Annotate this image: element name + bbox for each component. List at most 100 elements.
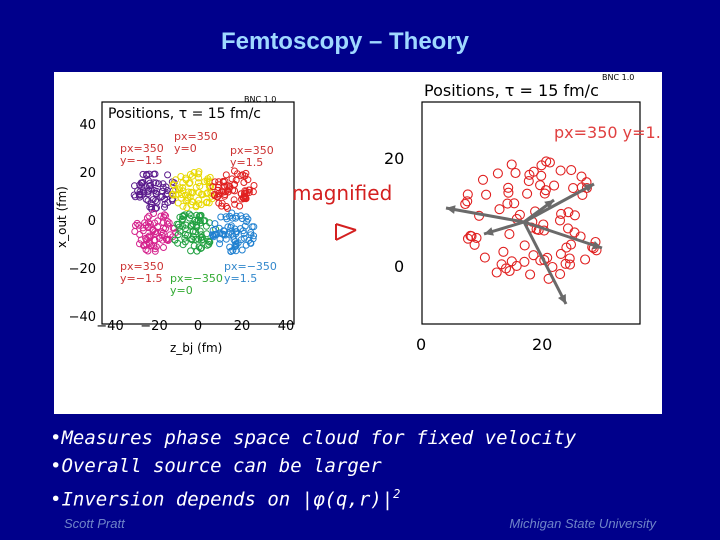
cluster-point [250, 223, 258, 231]
cluster-point [181, 211, 189, 219]
right-point [563, 207, 574, 218]
magnified-arrow-icon [335, 223, 357, 241]
displacement-arrow [445, 206, 525, 224]
cluster-point [230, 196, 238, 204]
cluster-point [228, 175, 236, 183]
right-point [502, 198, 513, 209]
cluster-point [174, 190, 182, 198]
cluster-point [136, 240, 143, 248]
cluster-point [232, 247, 240, 255]
arrow-head-icon [484, 227, 494, 236]
cluster-point [131, 182, 138, 190]
right-y-tick-0: 0 [394, 257, 404, 276]
left-y-tick: 40 [79, 118, 96, 133]
right-point [580, 254, 591, 265]
cluster-point [187, 188, 195, 196]
cluster-point [164, 237, 172, 244]
cluster-point [237, 212, 245, 220]
left-y-tick: 20 [79, 166, 96, 181]
cluster-label: y=0 [174, 142, 197, 155]
cluster-point [139, 227, 147, 235]
cluster-point [219, 177, 227, 185]
cluster-point [188, 198, 196, 206]
cluster-point [133, 219, 141, 227]
cluster-point [130, 191, 138, 199]
cluster-point [175, 223, 183, 231]
right-point [522, 188, 533, 199]
cluster-point [247, 229, 255, 236]
cluster-point [157, 228, 165, 236]
right-plot-frame [421, 101, 641, 325]
right-point [460, 198, 471, 210]
cluster-point [165, 219, 173, 227]
cluster-point [217, 213, 225, 221]
cluster-point [182, 221, 190, 229]
magnified-label: magnified [292, 181, 392, 205]
cluster-point [232, 176, 240, 184]
right-point [519, 256, 530, 267]
cluster-point [190, 242, 198, 250]
cluster-point [220, 230, 228, 238]
cluster-point [179, 179, 187, 187]
right-point [491, 267, 502, 278]
cluster-point [245, 186, 253, 194]
bullet-1: •Measures phase space cloud for fixed ve… [50, 427, 577, 449]
cluster-point [243, 218, 251, 225]
right-point [555, 165, 566, 176]
cluster-point [183, 204, 191, 212]
cluster-point [146, 220, 154, 228]
footer-institution: Michigan State University [509, 516, 656, 531]
cluster-point [149, 226, 157, 234]
cluster-point [184, 196, 192, 204]
cluster-point [196, 219, 204, 227]
bullet-3: •Inversion depends on |φ(q,r)|2 [50, 487, 401, 511]
cluster-point [247, 239, 255, 247]
left-y-ticks: 40 20 0 −20 −40 [69, 118, 96, 325]
left-y-tick: −20 [69, 262, 96, 277]
cluster-point [203, 198, 210, 206]
cluster-point [196, 227, 204, 235]
cluster-point [244, 176, 252, 184]
cluster-point [146, 233, 154, 241]
right-point [540, 185, 551, 196]
cluster-point [179, 202, 187, 210]
right-point [564, 259, 576, 270]
cluster-point [178, 215, 186, 223]
right-point [504, 229, 515, 240]
cluster-point [143, 214, 151, 222]
cluster-point [218, 202, 226, 210]
left-x-tick: −40 [96, 319, 123, 334]
cluster-point [223, 182, 231, 190]
cluster-point [143, 241, 151, 248]
right-point [504, 265, 515, 277]
cluster-point [144, 190, 152, 198]
femtoscopy-figure: Positions, τ = 15 fm/c BNC 1.0 40 20 0 −20−… [54, 72, 662, 414]
right-plot-tag: BNC 1.0 [602, 73, 634, 82]
cluster-point [188, 172, 196, 180]
cluster-point [240, 230, 248, 237]
cluster-point [159, 180, 167, 188]
cluster-point [179, 213, 187, 220]
cluster-point [249, 188, 257, 196]
cluster-point [171, 236, 179, 244]
cluster-label: px=−350 [170, 272, 223, 285]
cluster-point [139, 170, 147, 178]
cluster-point [207, 182, 215, 190]
cluster-point [136, 188, 144, 196]
cluster-point [216, 235, 224, 243]
right-point [492, 168, 503, 179]
right-point [469, 239, 480, 250]
slide-title: Femtoscopy – Theory [220, 28, 470, 55]
cluster-point [132, 222, 139, 229]
cluster-point [152, 179, 160, 187]
cluster-point [229, 214, 237, 222]
cluster-point [195, 170, 203, 178]
right-point [498, 246, 509, 257]
right-point [479, 252, 490, 263]
cluster-label: px=350 [120, 142, 164, 155]
right-point [565, 239, 577, 250]
cluster-point [148, 203, 155, 211]
right-arrows [445, 182, 603, 305]
cluster-point [153, 204, 160, 212]
cluster-point [233, 170, 241, 178]
